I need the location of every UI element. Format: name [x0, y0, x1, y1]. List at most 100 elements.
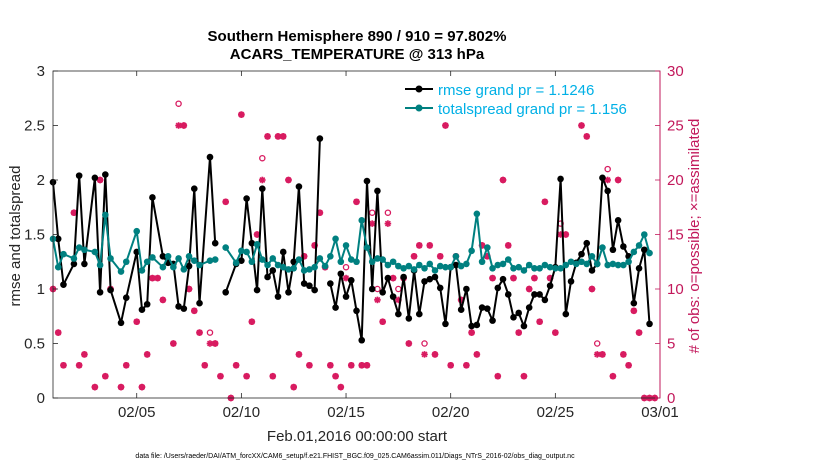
- rmse-point: [478, 304, 486, 311]
- spread-point: [646, 249, 653, 257]
- rmse-point: [117, 319, 125, 327]
- obs-assimilated-marker: [620, 351, 627, 358]
- obs-possible-marker: [342, 263, 350, 271]
- obs-assimilated-marker: [217, 372, 224, 380]
- spread-point: [306, 266, 313, 273]
- spread-point: [436, 262, 444, 270]
- rmse-point: [295, 183, 303, 190]
- spread-point: [635, 242, 643, 249]
- obs-possible-marker: [259, 154, 266, 162]
- obs-assimilated-marker: [415, 242, 423, 249]
- spread-point: [175, 255, 182, 262]
- obs-assimilated-marker: [436, 253, 444, 260]
- rmse-point: [395, 310, 402, 318]
- rmse-point: [384, 274, 392, 282]
- x-tick-label: 02/05: [118, 404, 156, 421]
- x-axis-label: Feb.01,2016 00:00:00 start: [267, 428, 448, 445]
- spread-point: [531, 264, 538, 272]
- spread-point: [384, 261, 392, 269]
- obs-assimilated-marker: [54, 329, 62, 336]
- obs-assimilated-marker: [154, 274, 161, 282]
- spread-point: [190, 257, 198, 264]
- obs-assimilated-marker: [342, 274, 350, 282]
- spread-point: [426, 260, 434, 268]
- spread-point: [311, 263, 318, 271]
- rmse-point: [122, 294, 130, 302]
- spread-point: [279, 263, 287, 271]
- rmse-point: [363, 177, 371, 185]
- spread-point: [170, 263, 177, 271]
- rmse-point: [452, 261, 460, 269]
- y-axis-right: 0 5 10 15 20 25 30: [655, 63, 684, 407]
- spread-point: [60, 250, 67, 258]
- obs-assimilated-marker: [604, 176, 611, 184]
- rmse-point: [353, 307, 360, 315]
- spread-point: [248, 258, 256, 266]
- spread-point: [232, 259, 240, 267]
- rmse-point: [546, 282, 554, 290]
- spread-point: [332, 235, 339, 243]
- spread-point: [510, 264, 517, 272]
- spread-point: [185, 252, 193, 260]
- obs-assimilated-marker: [96, 176, 104, 184]
- spread-point: [546, 263, 554, 271]
- obs-assimilated-marker: [384, 220, 392, 227]
- spread-point: [253, 241, 261, 248]
- rmse-point: [138, 306, 146, 314]
- rmse-point: [159, 252, 167, 260]
- spread-point: [541, 261, 549, 269]
- rmse-point: [389, 293, 397, 300]
- spread-point: [243, 248, 250, 256]
- obs-possible-marker: [421, 340, 428, 347]
- spread-point: [347, 256, 355, 263]
- obs-assimilated-marker: [264, 133, 271, 140]
- spread-point: [180, 266, 188, 273]
- rmse-point: [599, 174, 606, 182]
- spread-point: [133, 227, 141, 235]
- rmse-point: [149, 194, 156, 201]
- spread-point: [358, 217, 366, 224]
- spread-point: [593, 260, 601, 268]
- obs-assimilated-marker: [201, 362, 209, 369]
- spread-point: [290, 264, 298, 272]
- rmse-point: [494, 284, 502, 292]
- spread-point: [327, 252, 334, 260]
- legend-rmse-label: rmse grand pr = 1.1246: [438, 82, 594, 99]
- rmse-point: [400, 273, 407, 281]
- spread-point: [54, 263, 62, 271]
- spread-point: [395, 262, 402, 270]
- rmse-point: [248, 239, 256, 247]
- spread-point: [285, 266, 292, 273]
- rmse-point: [259, 185, 266, 193]
- rmse-point: [81, 260, 88, 268]
- obs-possible-marker: [175, 100, 182, 107]
- spread-point: [520, 267, 528, 274]
- rmse-point: [426, 275, 434, 283]
- rmse-point: [442, 320, 449, 328]
- spread-point: [196, 261, 203, 269]
- y-left-tick-label: 0.5: [24, 336, 45, 353]
- rmse-point: [279, 248, 287, 256]
- rmse-point: [196, 299, 203, 307]
- y-left-tick-label: 0: [37, 390, 45, 407]
- spread-point: [630, 248, 638, 256]
- spread-point: [353, 258, 360, 266]
- spread-point: [264, 261, 271, 269]
- obs-assimilated-marker: [431, 351, 439, 358]
- rmse-point: [499, 275, 507, 283]
- obs-assimilated-marker: [190, 307, 198, 315]
- obs-assimilated-marker: [222, 198, 229, 206]
- spread-point: [604, 261, 611, 269]
- spread-point: [557, 264, 564, 272]
- spread-point: [552, 264, 559, 272]
- spread-point: [609, 260, 617, 268]
- obs-assimilated-marker: [180, 122, 188, 129]
- obs-assimilated-marker: [259, 176, 266, 184]
- rmse-point: [107, 286, 114, 294]
- spread-point: [625, 258, 632, 266]
- obs-assimilated-marker: [75, 362, 83, 369]
- y-right-tick-label: 25: [667, 118, 684, 135]
- y-left-tick-label: 2.5: [24, 118, 45, 135]
- obs-assimilated-marker: [599, 351, 606, 358]
- spread-point: [164, 252, 172, 260]
